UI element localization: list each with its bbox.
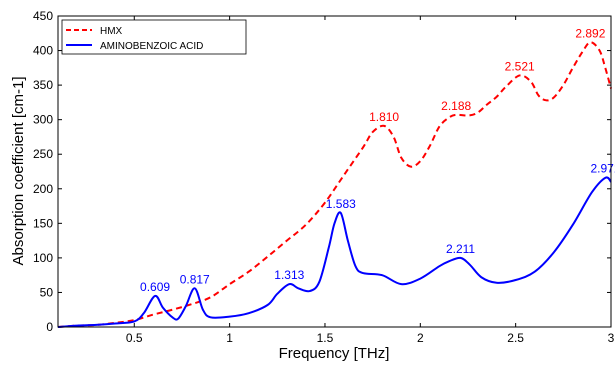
y-tick-label: 250: [33, 147, 53, 161]
peak-label: 2.211: [446, 242, 475, 256]
y-tick-label: 0: [46, 320, 53, 334]
peak-label: 2.521: [505, 59, 535, 73]
y-axis-title: Absorption coefficient [cm-1]: [10, 77, 27, 266]
y-tick-label: 400: [33, 44, 53, 58]
x-tick-label: 1.5: [317, 331, 334, 345]
x-tick-label: 1: [226, 331, 233, 345]
y-tick-label: 150: [33, 216, 53, 230]
legend: HMX AMINOBENZOIC ACID: [61, 19, 247, 55]
peak-label: 2.188: [441, 99, 471, 113]
y-tick-label: 50: [40, 285, 54, 299]
peak-label: 0.609: [140, 280, 170, 294]
peak-label: 1.313: [274, 268, 304, 282]
peak-label: 0.817: [180, 272, 210, 286]
legend-label-aminobenzoic-acid: AMINOBENZOIC ACID: [100, 41, 203, 52]
x-tick-label: 2: [417, 331, 424, 345]
series-line-aminobenzoic-acid: [57, 176, 612, 328]
y-tick-label: 300: [33, 113, 53, 127]
y-tick-label: 100: [33, 251, 53, 265]
plot-background: [58, 16, 611, 327]
y-tick-label: 200: [33, 182, 53, 196]
peak-label-layer: 1.810 2.188 2.521 2.892 0.609 0.817 1.313 1.583…: [140, 26, 615, 294]
peak-label: 2.892: [575, 26, 605, 40]
x-tick-label: 3: [608, 331, 615, 345]
legend-label-hmx: HMX: [100, 26, 123, 37]
y-tick-label: 350: [33, 78, 53, 92]
x-tick-label: 2.5: [507, 331, 524, 345]
peak-label: 1.810: [369, 110, 399, 124]
tick-layer: 0.5 1 1.5 2 2.5 3 0 50 100 150 200 250 300 350 400 450: [33, 9, 615, 345]
peak-label: 2.971: [590, 162, 615, 176]
peak-label: 1.583: [326, 197, 356, 211]
x-axis-title: Frequency [THz]: [279, 345, 390, 362]
y-tick-label: 450: [33, 9, 53, 23]
plot-frame: [57, 15, 612, 328]
x-tick-label: 0.5: [126, 331, 143, 345]
series-layer: [57, 41, 612, 328]
legend-box: [61, 19, 247, 55]
series-line-hmx: [57, 41, 612, 328]
